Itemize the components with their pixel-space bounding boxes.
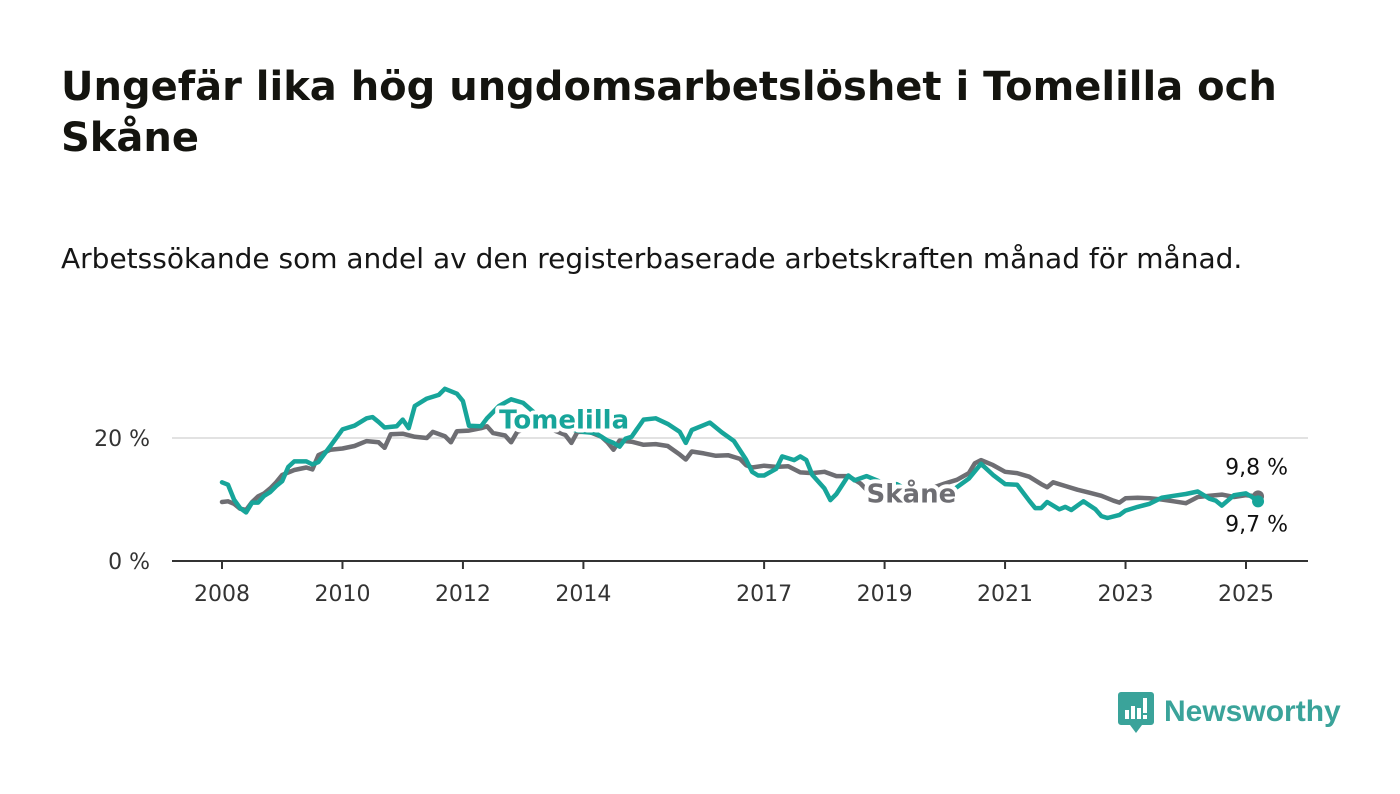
end-value-label: 9,7 % xyxy=(1225,512,1288,537)
chart-title: Ungefär lika hög ungdomsarbetslöshet i T… xyxy=(61,64,1277,161)
x-tick-label: 2019 xyxy=(857,582,913,607)
series-lines xyxy=(219,386,1265,521)
y-tick-label: 0 % xyxy=(108,550,150,575)
series-labels: Skåne Tomelilla 9,8 % 9,7 % xyxy=(495,402,1291,541)
y-axis: 0 % 20 % xyxy=(94,427,150,575)
y-tick-label: 20 % xyxy=(94,427,150,452)
x-tick-label: 2008 xyxy=(194,582,250,607)
chart-subtitle: Arbetssökande som andel av den registerb… xyxy=(61,242,1243,275)
series-label: Skåne xyxy=(867,477,957,509)
x-tick-label: 2025 xyxy=(1218,582,1274,607)
series-line-skne xyxy=(219,424,1261,513)
x-tick-label: 2010 xyxy=(314,582,370,607)
x-tick-label: 2023 xyxy=(1098,582,1154,607)
newsworthy-logo: Newsworthy xyxy=(1118,690,1341,734)
x-tick-label: 2014 xyxy=(555,582,611,607)
x-tick-label: 2017 xyxy=(736,582,792,607)
x-tick-label: 2021 xyxy=(977,582,1033,607)
series-end-marker xyxy=(1252,495,1265,508)
x-axis: 2008 2010 2012 2014 2017 2019 2021 2023 2025 xyxy=(172,560,1308,607)
end-value-label: 9,8 % xyxy=(1225,455,1288,480)
brand-name: Newsworthy xyxy=(1164,695,1341,728)
bar-chart-speech-bubble-icon xyxy=(1118,692,1154,733)
x-tick-label: 2012 xyxy=(435,582,491,607)
series-line-tomelilla xyxy=(219,386,1261,521)
series-label: Tomelilla xyxy=(499,406,629,436)
